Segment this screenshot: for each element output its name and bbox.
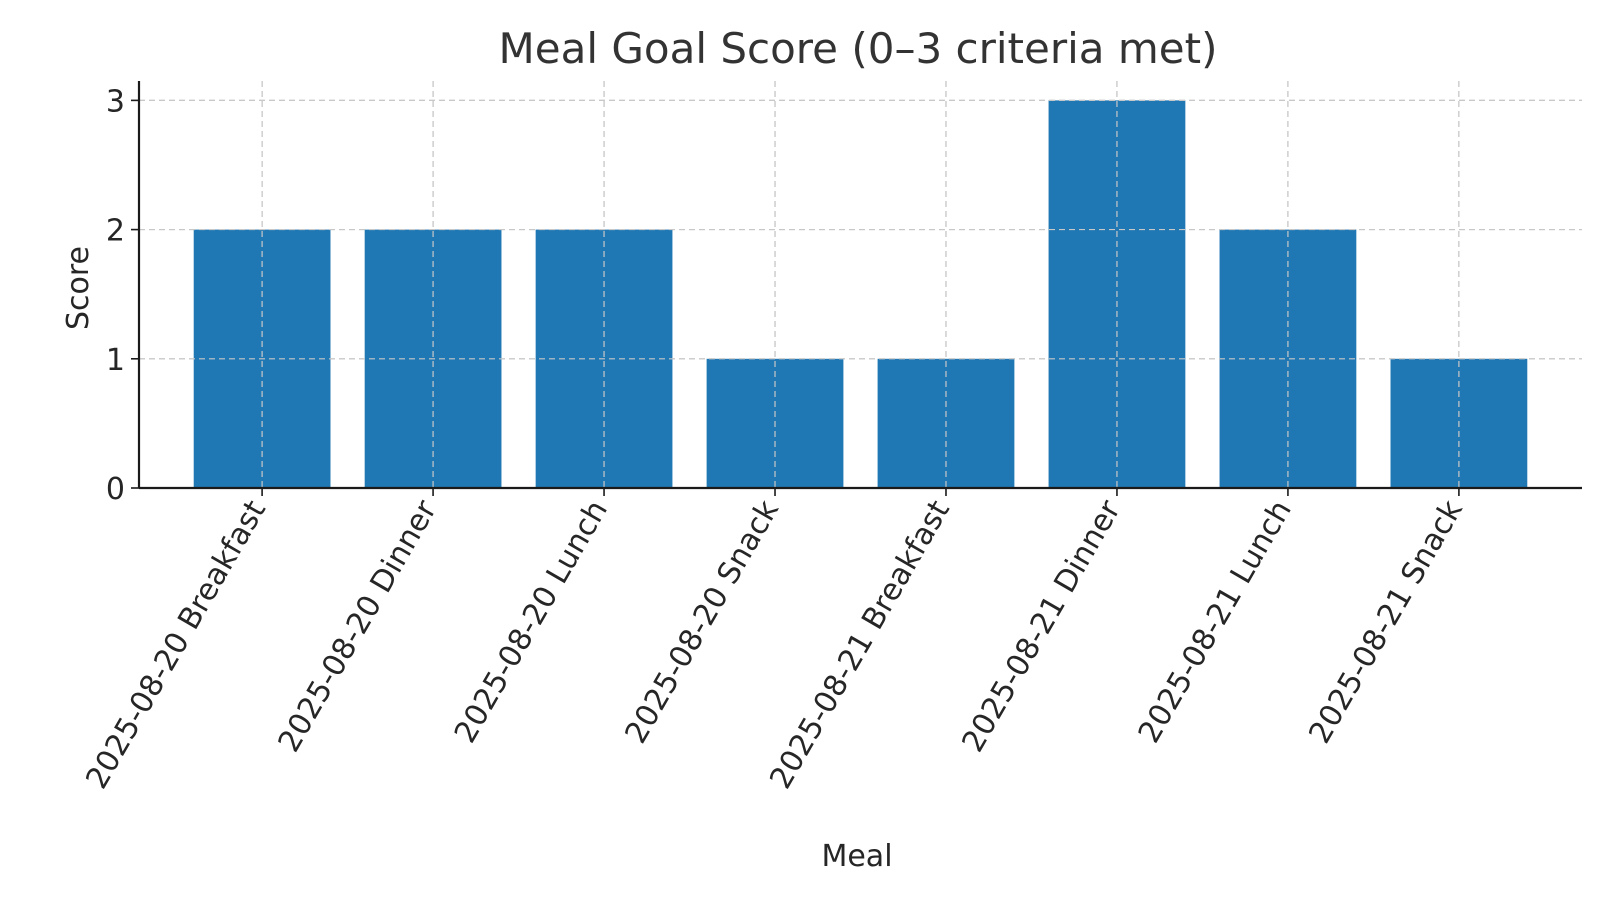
y-tick-label: 2 bbox=[106, 214, 125, 249]
x-tick-label: 2025-08-21 Breakfast bbox=[763, 494, 957, 795]
y-tick-label: 0 bbox=[106, 472, 125, 507]
x-tick-label: 2025-08-21 Lunch bbox=[1132, 495, 1299, 749]
x-tick-label: 2025-08-21 Snack bbox=[1302, 494, 1470, 749]
y-axis-label: Score bbox=[61, 246, 96, 330]
x-tick-label: 2025-08-20 Dinner bbox=[272, 494, 445, 758]
bars bbox=[139, 81, 1582, 489]
x-tick-label: 2025-08-20 Lunch bbox=[448, 495, 615, 749]
y-tick-label: 3 bbox=[106, 84, 125, 119]
x-tick-label: 2025-08-20 Breakfast bbox=[79, 494, 273, 795]
axes bbox=[131, 81, 1582, 496]
y-tick-label: 1 bbox=[106, 343, 125, 378]
x-tick-label: 2025-08-20 Snack bbox=[619, 494, 787, 749]
chart-title: Meal Goal Score (0–3 criteria met) bbox=[499, 24, 1218, 73]
x-axis-label: Meal bbox=[821, 839, 892, 874]
grid bbox=[139, 81, 1582, 488]
x-tick-label: 2025-08-21 Dinner bbox=[956, 494, 1129, 758]
